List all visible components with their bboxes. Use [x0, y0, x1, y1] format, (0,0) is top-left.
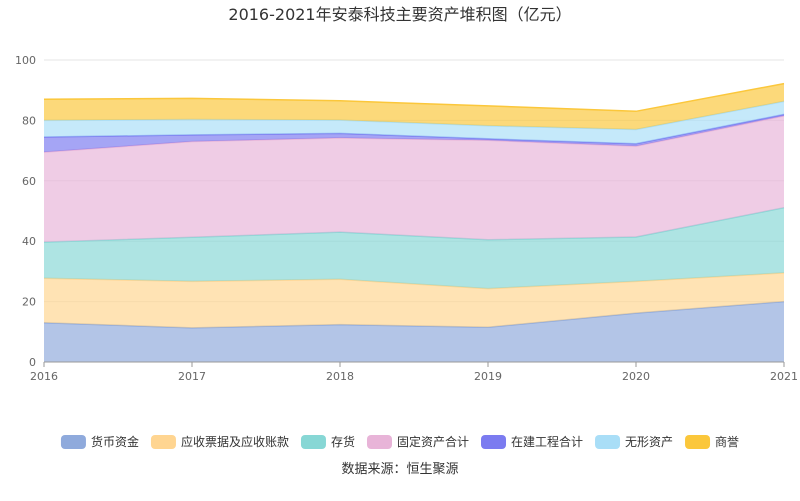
x-tick-label: 2016 [30, 370, 58, 383]
legend-swatch [60, 435, 86, 449]
legend-label: 商誉 [715, 434, 739, 449]
axes: 0 20 40 60 80 100 2016 2017 2018 2019 2020 2021 [15, 54, 798, 383]
x-tick-label: 2021 [770, 370, 798, 383]
legend-label: 固定资产合计 [397, 434, 469, 449]
legend-item: 应收票据及应收账款 [150, 434, 289, 449]
y-tick-label: 60 [22, 175, 36, 188]
legend-swatch [481, 435, 507, 449]
legend-swatch [595, 435, 621, 449]
area-4 [44, 115, 784, 243]
legend-swatch [300, 435, 326, 449]
x-tick-label: 2018 [326, 370, 354, 383]
y-tick-label: 20 [22, 296, 36, 309]
source-note: 数据来源：恒生聚源 [341, 462, 458, 477]
y-tick-label: 0 [29, 356, 36, 369]
legend-label: 在建工程合计 [511, 434, 583, 449]
area-7 [44, 83, 784, 130]
legend-item: 货币资金 [60, 434, 139, 449]
legend-label: 应收票据及应收账款 [181, 434, 289, 449]
legend-label: 无形资产 [625, 435, 673, 449]
legend-item: 存货 [300, 434, 355, 449]
y-tick-label: 80 [22, 114, 36, 127]
x-tick-label: 2017 [178, 370, 206, 383]
area-2 [44, 272, 784, 328]
chart-title: 2016-2021年安泰科技主要资产堆积图（亿元） [228, 5, 571, 24]
area-edge-2 [43, 272, 785, 290]
legend-swatch [685, 435, 711, 449]
y-tick-label: 100 [15, 54, 36, 67]
area-edge-5 [43, 113, 785, 145]
legend-swatch [366, 435, 392, 449]
legend-item: 在建工程合计 [481, 434, 583, 449]
legend: 货币资金 应收票据及应收账款 存货 固定资产合计 在建工程合计 无形资产 商誉 [60, 434, 739, 449]
legend-swatch [150, 435, 176, 449]
area-3 [44, 207, 784, 289]
y-tick-label: 40 [22, 235, 36, 248]
x-tick-label: 2020 [622, 370, 650, 383]
x-tick-label: 2019 [474, 370, 502, 383]
area-layers [43, 82, 785, 362]
legend-label: 存货 [331, 434, 355, 449]
legend-item: 固定资产合计 [366, 434, 469, 449]
area-edge-7 [43, 82, 785, 113]
legend-label: 货币资金 [91, 434, 139, 449]
legend-item: 无形资产 [595, 435, 673, 449]
legend-item: 商誉 [685, 434, 739, 449]
area-6 [44, 101, 784, 144]
